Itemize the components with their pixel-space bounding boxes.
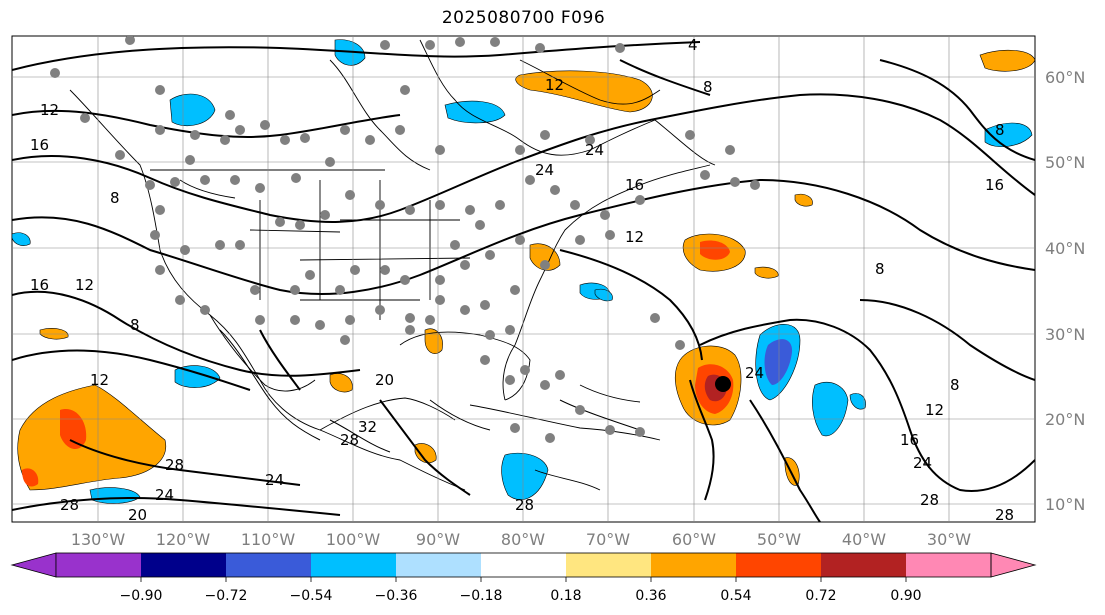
contour-label: 32 <box>358 418 377 436</box>
colorbar-tick-label: 0.90 <box>890 588 921 604</box>
colorbar-tick-label: 0.18 <box>550 588 581 604</box>
coastlines <box>69 39 716 491</box>
colorbar-segment <box>141 553 226 577</box>
contour-value-labels: 4 8 8 8 8 8 8 12 12 12 12 12 12 16 16 16… <box>30 36 1014 524</box>
contour-label: 24 <box>585 141 604 159</box>
contour-label: 4 <box>688 36 698 54</box>
longitude-label: 100°W <box>326 530 381 549</box>
contour-lines <box>12 41 1035 522</box>
latitude-label: 40°N <box>1045 239 1085 258</box>
contour-label: 24 <box>745 364 764 382</box>
colorbar-segment <box>736 553 821 577</box>
colorbar-segment <box>566 553 651 577</box>
colorbar-segment <box>481 553 566 577</box>
contour-label: 12 <box>625 228 644 246</box>
map-title: 2025080700 F096 <box>441 8 606 28</box>
contour-label: 8 <box>130 316 140 334</box>
latitude-label: 60°N <box>1045 68 1085 87</box>
contour-label: 24 <box>535 161 554 179</box>
longitude-label: 30°W <box>927 530 971 549</box>
contour-label: 8 <box>110 189 120 207</box>
contour-label: 24 <box>913 454 932 472</box>
longitude-label: 110°W <box>241 530 296 549</box>
colorbar-tick-label: −0.90 <box>120 588 163 604</box>
contour-label: 28 <box>340 431 359 449</box>
contour-label: 8 <box>703 78 713 96</box>
contour-label: 20 <box>128 506 147 524</box>
contour-label: 12 <box>40 101 59 119</box>
colorbar-tick-label: −0.36 <box>375 588 418 604</box>
contour-label: 28 <box>920 491 939 509</box>
colorbar-segment <box>821 553 906 577</box>
contour-label: 12 <box>90 371 109 389</box>
latitude-label: 20°N <box>1045 410 1085 429</box>
longitude-label: 130°W <box>71 530 126 549</box>
latitude-label: 50°N <box>1045 153 1085 172</box>
colorbar-extend-high <box>990 552 1037 578</box>
longitude-labels: 130°W 120°W 110°W 100°W 90°W 80°W 70°W 6… <box>71 530 971 549</box>
colorbar-tick-label: −0.72 <box>205 588 248 604</box>
contour-label: 28 <box>60 496 79 514</box>
colorbar-tick-label: 0.36 <box>635 588 666 604</box>
longitude-label: 50°W <box>757 530 801 549</box>
colorbar-segment <box>226 553 311 577</box>
contour-label: 8 <box>875 260 885 278</box>
latitude-label: 10°N <box>1045 495 1085 514</box>
contour-label: 8 <box>950 376 960 394</box>
latitude-labels: 60°N 50°N 40°N 30°N 20°N 10°N <box>1045 68 1085 514</box>
colorbar-tick-label: −0.18 <box>460 588 503 604</box>
contour-label: 16 <box>625 176 644 194</box>
contour-label: 28 <box>995 506 1014 524</box>
colorbar-segment <box>651 553 736 577</box>
latitude-label: 30°N <box>1045 325 1085 344</box>
contour-label: 16 <box>900 431 919 449</box>
contour-label: 12 <box>545 76 564 94</box>
colorbar-segment <box>56 553 141 577</box>
longitude-label: 80°W <box>501 530 545 549</box>
colorbar-tick-label: 0.54 <box>720 588 751 604</box>
contour-label: 12 <box>75 276 94 294</box>
contour-label: 24 <box>265 471 284 489</box>
contour-label: 20 <box>375 371 394 389</box>
colorbar-segment <box>311 553 396 577</box>
storm-center-marker <box>715 376 731 392</box>
colorbar-segment <box>906 553 991 577</box>
longitude-label: 70°W <box>586 530 630 549</box>
contour-label: 28 <box>515 496 534 514</box>
contour-label: 16 <box>30 136 49 154</box>
colorbar-segment <box>396 553 481 577</box>
station-markers <box>50 36 760 443</box>
contour-label: 16 <box>30 276 49 294</box>
thin-contours <box>219 329 641 453</box>
colorbar-tick-label: 0.72 <box>805 588 836 604</box>
longitude-label: 120°W <box>156 530 211 549</box>
colorbar-extend-low <box>10 552 57 578</box>
contour-label: 12 <box>925 401 944 419</box>
contour-label: 28 <box>165 456 184 474</box>
longitude-label: 40°W <box>842 530 886 549</box>
longitude-label: 60°W <box>672 530 716 549</box>
contour-label: 8 <box>995 121 1005 139</box>
contour-label: 16 <box>985 176 1004 194</box>
colorbar: −0.90 −0.72 −0.54 −0.36 −0.18 0.18 0.36 … <box>10 552 1037 604</box>
contour-label: 24 <box>155 486 174 504</box>
longitude-label: 90°W <box>416 530 460 549</box>
colorbar-tick-label: −0.54 <box>290 588 333 604</box>
